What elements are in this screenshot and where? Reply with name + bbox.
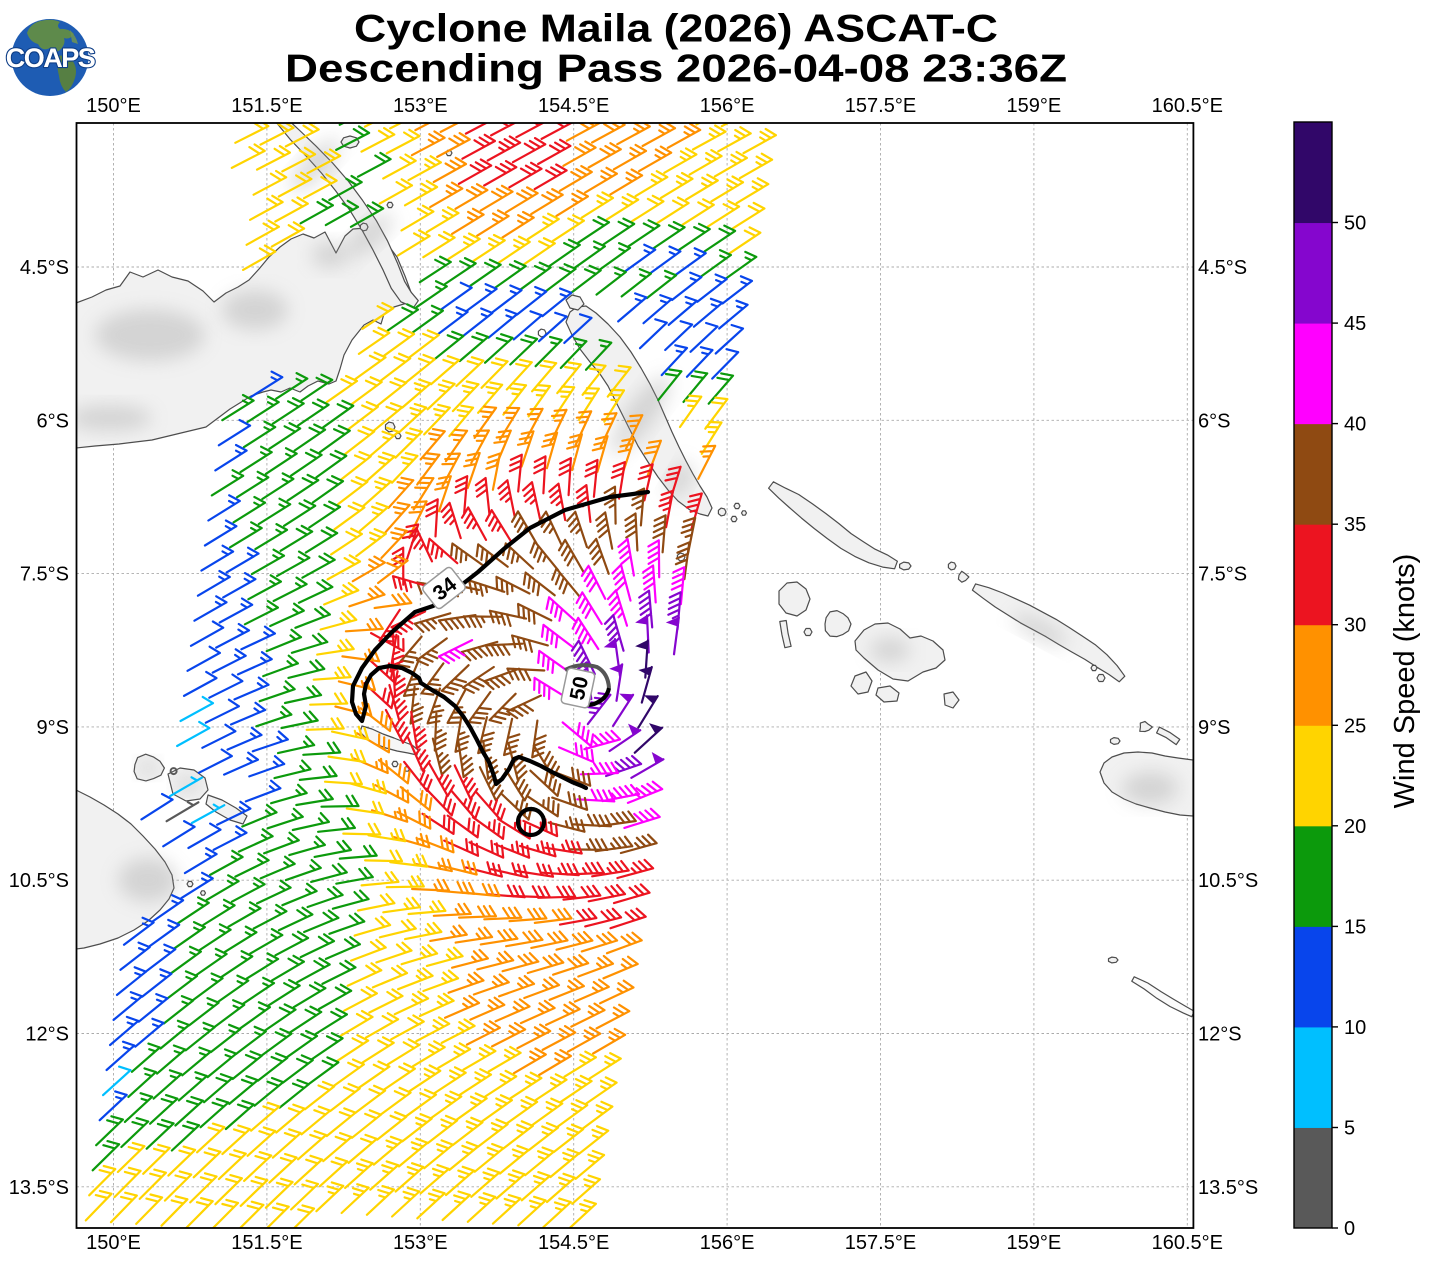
svg-text:40: 40 (1344, 414, 1366, 436)
svg-text:154.5°E: 154.5°E (538, 95, 609, 117)
svg-text:4.5°S: 4.5°S (1198, 257, 1247, 279)
svg-text:0: 0 (1344, 1218, 1355, 1240)
svg-text:13.5°S: 13.5°S (1198, 1177, 1258, 1199)
svg-text:5: 5 (1344, 1118, 1355, 1140)
svg-text:20: 20 (1344, 816, 1366, 838)
svg-text:Wind Speed (knots): Wind Speed (knots) (1389, 554, 1421, 809)
svg-text:10.5°S: 10.5°S (1198, 870, 1258, 892)
svg-text:160.5°E: 160.5°E (1152, 1232, 1223, 1254)
svg-text:Cyclone Maila (2026) ASCAT-C: Cyclone Maila (2026) ASCAT-C (354, 8, 998, 51)
svg-text:35: 35 (1344, 514, 1366, 536)
svg-text:12°S: 12°S (1198, 1024, 1242, 1046)
svg-text:12°S: 12°S (25, 1024, 69, 1046)
svg-text:7.5°S: 7.5°S (1198, 564, 1247, 586)
svg-text:150°E: 150°E (86, 1232, 141, 1254)
svg-text:10: 10 (1344, 1017, 1366, 1039)
svg-text:4.5°S: 4.5°S (20, 257, 69, 279)
svg-text:10.5°S: 10.5°S (9, 870, 69, 892)
svg-text:160.5°E: 160.5°E (1152, 95, 1223, 117)
svg-text:9°S: 9°S (37, 717, 69, 739)
svg-text:153°E: 153°E (393, 1232, 448, 1254)
svg-text:6°S: 6°S (37, 410, 69, 432)
svg-text:153°E: 153°E (393, 95, 448, 117)
svg-text:156°E: 156°E (700, 95, 755, 117)
svg-text:159°E: 159°E (1007, 1232, 1062, 1254)
svg-text:151.5°E: 151.5°E (231, 1232, 302, 1254)
svg-text:50: 50 (566, 674, 593, 702)
svg-text:159°E: 159°E (1007, 95, 1062, 117)
svg-text:45: 45 (1344, 313, 1366, 335)
svg-text:30: 30 (1344, 615, 1366, 637)
svg-text:150°E: 150°E (86, 95, 141, 117)
svg-text:154.5°E: 154.5°E (538, 1232, 609, 1254)
svg-text:50: 50 (1344, 213, 1366, 235)
svg-text:6°S: 6°S (1198, 410, 1230, 432)
svg-text:157.5°E: 157.5°E (845, 1232, 916, 1254)
svg-text:7.5°S: 7.5°S (20, 564, 69, 586)
svg-text:25: 25 (1344, 715, 1366, 737)
svg-text:15: 15 (1344, 916, 1366, 938)
svg-text:Descending Pass 2026-04-08 23:: Descending Pass 2026-04-08 23:36Z (285, 48, 1067, 91)
svg-text:13.5°S: 13.5°S (9, 1177, 69, 1199)
svg-text:156°E: 156°E (700, 1232, 755, 1254)
svg-text:151.5°E: 151.5°E (231, 95, 302, 117)
svg-text:COAPS: COAPS (6, 43, 95, 73)
svg-text:9°S: 9°S (1198, 717, 1230, 739)
svg-text:157.5°E: 157.5°E (845, 95, 916, 117)
